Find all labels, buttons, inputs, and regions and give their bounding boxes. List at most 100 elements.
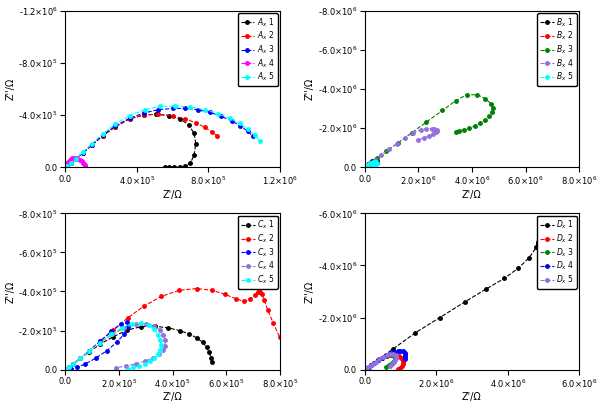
$D_x$ 2 [398,364,405,369]
$A_x$ 1 [63,163,71,168]
$D_x$ 3 [382,364,390,369]
$B_x$ 5 [373,160,380,165]
$B_x$ 4 [434,127,441,132]
$C_x$ 5 [141,361,148,366]
$C_x$ 4 [63,366,70,371]
$C_x$ 1 [70,361,77,366]
$C_x$ 1 [66,364,73,369]
$B_x$ 3 [362,163,370,168]
$C_x$ 5 [70,361,77,366]
$D_x$ 5 [391,352,399,357]
$C_x$ 3 [77,356,84,361]
$B_x$ 3 [487,101,494,106]
$D_x$ 2 [400,360,407,365]
$D_x$ 2 [379,356,386,361]
$C_x$ 5 [157,343,165,348]
$A_x$ 3 [72,156,80,161]
$C_x$ 2 [209,288,216,293]
$C_x$ 2 [70,361,77,366]
$C_x$ 4 [162,343,169,348]
$D_x$ 3 [391,354,398,359]
$A_x$ 1 [171,164,178,169]
$D_x$ 5 [363,366,370,370]
$A_x$ 4 [77,157,84,162]
$A_x$ 2 [213,133,221,138]
$D_x$ 5 [393,355,400,360]
$C_x$ 3 [103,348,110,353]
$A_x$ 5 [187,105,194,110]
$A_x$ 1 [80,150,87,155]
$B_x$ 3 [439,108,446,113]
$D_x$ 3 [364,366,371,370]
$D_x$ 3 [391,356,399,361]
$A_x$ 2 [154,112,162,117]
$C_x$ 2 [240,299,247,304]
$C_x$ 3 [66,364,73,369]
$A_x$ 2 [89,142,96,147]
$C_x$ 5 [151,355,158,360]
$D_x$ 5 [361,367,368,372]
$C_x$ 1 [62,367,69,372]
$C_x$ 1 [165,325,172,330]
$B_x$ 2 [362,164,369,169]
$D_x$ 2 [361,367,368,372]
$C_x$ 2 [254,289,262,294]
$B_x$ 1 [370,163,377,168]
$C_x$ 2 [276,335,283,340]
$C_x$ 4 [159,348,166,353]
$A_x$ 4 [71,155,78,160]
$B_x$ 4 [431,126,438,131]
$D_x$ 5 [390,359,397,364]
$C_x$ 2 [96,339,104,344]
$A_x$ 1 [162,164,169,169]
$A_x$ 2 [62,164,69,169]
$B_x$ 1 [367,160,374,165]
$A_x$ 2 [63,163,71,168]
$D_x$ 1 [532,245,540,250]
$B_x$ 3 [452,98,459,103]
$D_x$ 3 [362,366,370,371]
$D_x$ 2 [399,362,406,367]
$D_x$ 2 [388,353,395,358]
$C_x$ 5 [119,325,126,330]
$A_x$ 1 [187,161,194,166]
$A_x$ 4 [80,162,87,166]
$C_x$ 4 [133,361,140,366]
$A_x$ 2 [67,161,74,166]
$A_x$ 1 [72,156,80,161]
$A_x$ 5 [251,133,259,137]
$B_x$ 5 [372,162,379,167]
$D_x$ 2 [371,360,378,365]
$D_x$ 4 [378,355,385,360]
$D_x$ 1 [482,286,490,291]
$C_x$ 3 [113,340,121,345]
$D_x$ 5 [388,361,396,366]
$C_x$ 3 [62,367,69,372]
$D_x$ 3 [370,360,377,365]
X-axis label: Z'/Ω: Z'/Ω [462,190,482,200]
$D_x$ 5 [362,366,370,371]
$B_x$ 1 [373,160,380,165]
$B_x$ 3 [367,161,374,166]
$D_x$ 4 [402,350,409,355]
$D_x$ 1 [436,315,443,320]
$C_x$ 4 [66,364,73,369]
$C_x$ 5 [157,348,164,353]
$A_x$ 3 [228,118,235,123]
$A_x$ 1 [67,161,74,166]
$D_x$ 3 [361,367,368,372]
$B_x$ 3 [408,131,415,135]
$B_x$ 4 [377,153,385,157]
$A_x$ 2 [182,116,189,121]
$C_x$ 5 [66,364,73,369]
$A_x$ 1 [165,164,172,169]
$B_x$ 1 [369,159,376,164]
$C_x$ 1 [193,335,200,340]
$D_x$ 5 [386,364,393,368]
$D_x$ 4 [362,366,370,371]
$B_x$ 4 [417,127,425,132]
$C_x$ 4 [150,355,157,360]
$A_x$ 3 [89,142,96,147]
Line: $B_x$ 1: $B_x$ 1 [363,159,379,169]
$A_x$ 2 [201,125,208,130]
